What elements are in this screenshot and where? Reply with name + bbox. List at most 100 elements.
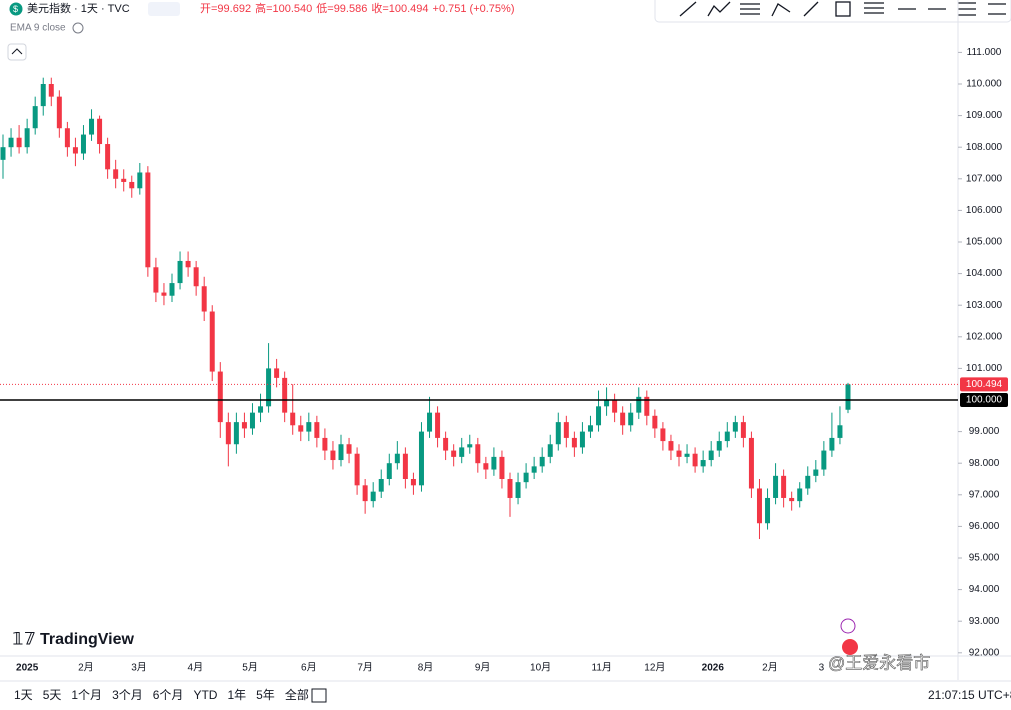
candle-body: [829, 437, 835, 451]
candle-body: [515, 482, 521, 498]
candle-body: [56, 96, 62, 129]
header-buttons[interactable]: [148, 2, 180, 16]
y-tick-label: 93.000: [969, 616, 1000, 627]
quote-value: +0.751 (+0.75%): [433, 3, 515, 15]
candle-body: [258, 406, 264, 413]
candle-body: [604, 400, 610, 407]
indicator: EMA 9 close: [10, 23, 66, 34]
candle-body: [185, 260, 191, 268]
timeframe-button[interactable]: 1个月: [71, 688, 102, 702]
candle-body: [700, 460, 706, 467]
candle-body: [249, 412, 255, 429]
timeframe-button[interactable]: 全部: [285, 687, 309, 702]
candle-body: [32, 106, 38, 129]
quote-value: 高=100.540: [255, 1, 312, 15]
candle-body: [684, 453, 690, 457]
x-tick-label: 12月: [644, 662, 665, 674]
candle-body: [225, 422, 231, 445]
candle-body: [571, 437, 577, 448]
candle-body: [451, 450, 457, 457]
candle-body: [789, 497, 795, 502]
candle-body: [837, 425, 843, 438]
candle-body: [64, 128, 70, 148]
candle-body: [0, 147, 6, 160]
candle-body: [217, 371, 223, 423]
date-range-button[interactable]: [311, 688, 327, 703]
watermark: @王爱永看市: [828, 653, 930, 672]
candle-body: [306, 422, 312, 432]
quote-value: 收=100.494: [371, 1, 428, 15]
timeframe-button[interactable]: 5年: [256, 688, 275, 702]
timeframe-button[interactable]: 1天: [14, 688, 33, 702]
y-tick-label: 103.000: [966, 300, 1003, 311]
timeframe-button[interactable]: 3个月: [112, 688, 143, 702]
price-label: 100.494: [966, 379, 1003, 390]
timeframe-button[interactable]: YTD: [193, 688, 217, 702]
candle-body: [378, 479, 384, 492]
candle-body: [16, 137, 22, 148]
candle-body: [612, 400, 618, 413]
brand: TradingView: [40, 631, 135, 648]
candle-body: [467, 444, 473, 448]
timeframe-button[interactable]: 6个月: [153, 688, 184, 702]
event-icon[interactable]: [840, 618, 856, 634]
candle-body: [40, 84, 46, 107]
y-tick-label: 96.000: [969, 521, 1000, 532]
x-tick-label: 4月: [188, 662, 204, 674]
x-tick-label: 3月: [131, 662, 147, 674]
eye-icon[interactable]: [72, 22, 84, 34]
candle-body: [628, 412, 634, 426]
candle-body: [282, 377, 288, 413]
flag-icon[interactable]: [842, 639, 858, 655]
candle-body: [797, 488, 803, 502]
candle-body: [137, 172, 143, 189]
candle-body: [418, 431, 424, 486]
clock: 21:07:15 UTC+8: [928, 688, 1011, 702]
timeframe-button[interactable]: 5天: [43, 688, 62, 702]
candle-body: [579, 431, 585, 448]
candle-body: [523, 472, 529, 483]
candle-body: [314, 422, 320, 438]
candle-body: [145, 172, 151, 268]
y-tick-label: 101.000: [966, 363, 1003, 374]
candle-body: [491, 456, 497, 470]
drawing-tools[interactable]: [679, 1, 1006, 17]
candle-body: [668, 441, 674, 451]
y-tick-label: 107.000: [966, 173, 1003, 184]
symbol-title: 美元指数 · 1天 · TVC: [27, 1, 130, 15]
candle-body: [507, 479, 513, 498]
candle-body: [724, 431, 730, 442]
x-tick-label: 8月: [418, 662, 434, 674]
candle-body: [813, 469, 819, 476]
y-tick-label: 99.000: [969, 426, 1000, 437]
y-tick-label: 95.000: [969, 553, 1000, 564]
x-tick-label: 10月: [530, 662, 551, 674]
quote-value: 低=99.586: [316, 2, 367, 15]
candle-body: [161, 292, 167, 296]
collapse-button[interactable]: [7, 43, 27, 61]
x-tick-label: 7月: [357, 662, 373, 674]
candle-body: [8, 137, 14, 148]
candle-body: [290, 412, 296, 426]
y-tick-label: 92.000: [969, 647, 1000, 658]
candle-body: [547, 444, 553, 457]
candle-body: [330, 450, 336, 461]
candle-body: [644, 396, 650, 416]
candle-body: [692, 453, 698, 467]
candle-body: [113, 169, 119, 179]
y-tick-label: 106.000: [966, 205, 1003, 216]
candle-body: [483, 463, 489, 470]
timeframe-button[interactable]: 1年: [227, 688, 246, 702]
candle-body: [539, 456, 545, 467]
candle-body: [756, 488, 762, 524]
symbol-icon: [9, 2, 23, 16]
candle-body: [338, 444, 344, 461]
candle-body: [89, 118, 95, 135]
candle-body: [781, 475, 787, 498]
candle-body: [72, 147, 78, 154]
x-tick-label: 3: [819, 663, 825, 674]
candle-body: [177, 260, 183, 284]
symbol-icon-glyph: $: [13, 4, 18, 14]
x-tick-label: 6月: [301, 662, 317, 674]
candle-body: [620, 412, 626, 426]
